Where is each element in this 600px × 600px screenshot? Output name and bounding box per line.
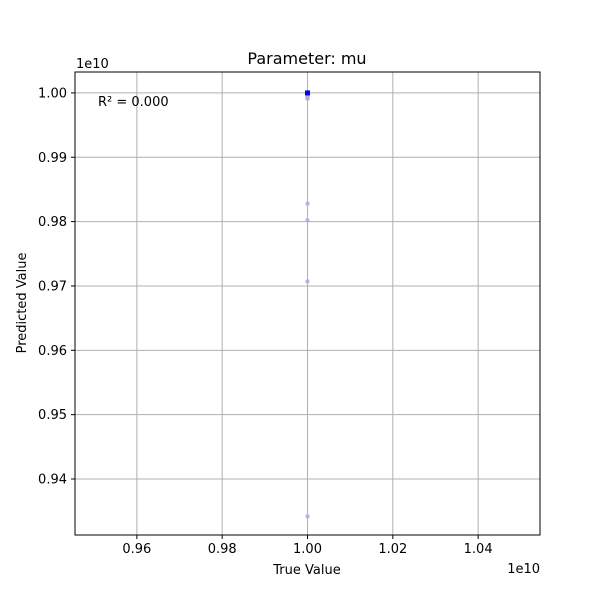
data-point [305, 201, 310, 206]
data-point [305, 514, 310, 519]
x-offset-label: 1e10 [507, 562, 540, 577]
x-tick-label: 1.02 [378, 542, 407, 557]
chart-title: Parameter: mu [247, 49, 366, 68]
y-tick-label: 0.95 [38, 408, 67, 423]
x-axis-label: True Value [272, 563, 340, 578]
y-tick-label: 0.97 [38, 279, 67, 294]
grid [75, 72, 540, 535]
y-tick-label: 0.96 [38, 344, 67, 359]
y-axis-label: Predicted Value [15, 253, 30, 354]
axis-ticks: 0.96 0.98 1.00 1.02 1.04 0.94 0.95 0.96 0.97 0.98… [38, 86, 493, 557]
highlight-point [305, 90, 310, 96]
data-points [305, 90, 310, 519]
data-point [305, 218, 310, 223]
x-tick-label: 1.00 [293, 542, 322, 557]
y-tick-label: 0.94 [38, 473, 67, 488]
y-tick-label: 1.00 [38, 86, 67, 101]
x-tick-label: 0.96 [122, 542, 151, 557]
r-squared-annotation: R² = 0.000 [98, 95, 169, 110]
x-tick-label: 0.98 [208, 542, 237, 557]
y-tick-label: 0.99 [38, 151, 67, 166]
y-offset-label: 1e10 [76, 57, 109, 72]
data-point [305, 279, 310, 284]
y-tick-label: 0.98 [38, 215, 67, 230]
data-point [305, 96, 310, 101]
x-tick-label: 1.04 [464, 542, 493, 557]
